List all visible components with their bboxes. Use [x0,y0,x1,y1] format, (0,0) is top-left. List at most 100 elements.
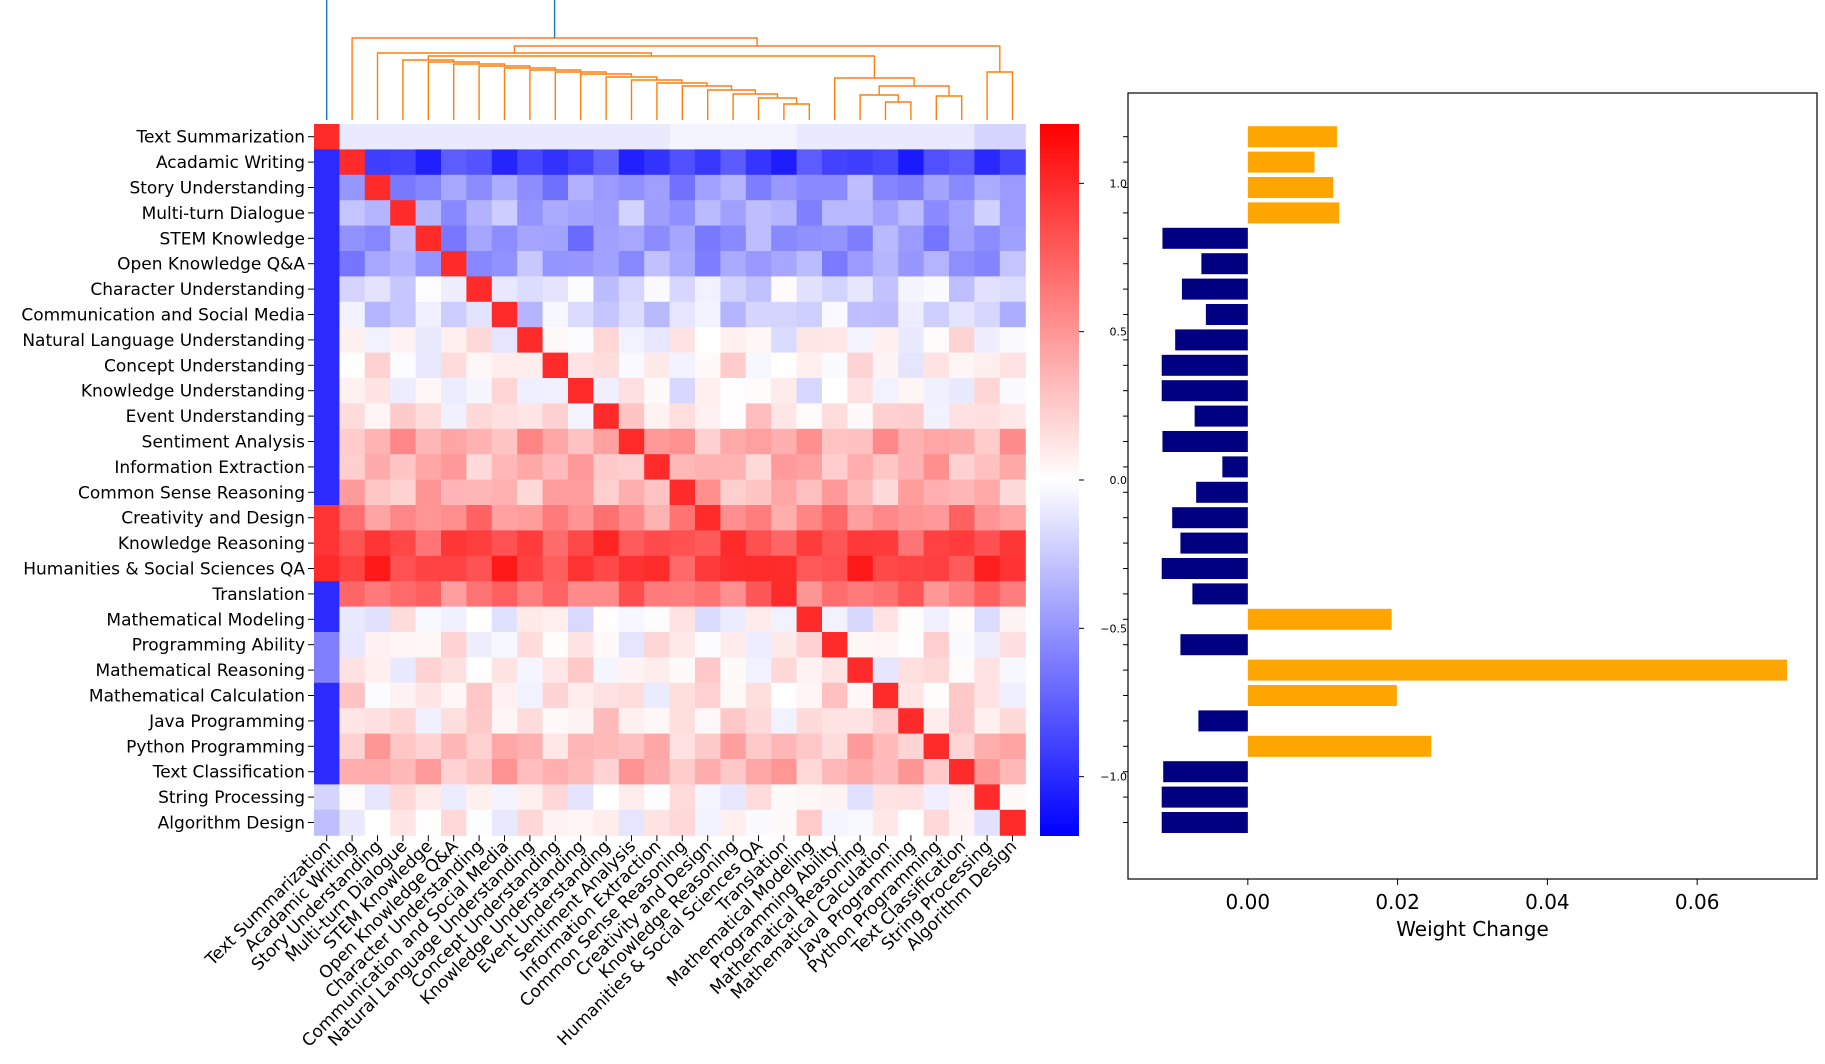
heatmap-cell [695,530,721,557]
heatmap-cell [720,200,747,227]
heatmap-row-label: Sentiment Analysis [142,433,305,453]
heatmap-cell [415,454,442,481]
heatmap-cell [847,378,874,404]
bar [1172,507,1248,529]
heatmap-cell [364,276,391,303]
heatmap-cell [364,327,391,354]
heatmap-cell [593,606,620,633]
heatmap-row-label: Concept Understanding [104,356,305,376]
bar [1247,735,1432,757]
heatmap-cell [771,454,798,481]
heatmap-cell [695,606,721,633]
heatmap-cell [974,632,1001,658]
heatmap-cell [618,809,645,836]
heatmap-cell [466,301,493,328]
heatmap-cell [974,251,1001,277]
heatmap-cell [466,124,493,150]
heatmap-row-label: Open Knowledge Q&A [117,255,305,275]
heatmap-cell [542,200,569,227]
heatmap-cell [898,682,925,709]
heatmap-cell [364,555,391,582]
heatmap-cell [999,378,1026,404]
heatmap-cell [974,505,1001,531]
heatmap-cell [491,632,518,658]
heatmap-cell [720,428,747,455]
heatmap-cell [618,428,645,455]
heatmap-cell [669,174,696,201]
heatmap-cell [796,174,823,201]
heatmap-cell [314,479,340,506]
heatmap-cell [771,555,798,582]
bar-x-tick-label: 0.06 [1675,890,1720,914]
heatmap-row-label: Java Programming [148,712,305,732]
bar [1181,278,1248,300]
heatmap-cell [466,555,493,582]
heatmap-cell [872,352,899,379]
heatmap-cell [720,479,747,506]
heatmap-cell [644,174,671,201]
bar [1222,456,1248,478]
dendrogram-link [884,101,912,120]
heatmap-cell [745,555,772,582]
heatmap-cell [822,301,848,328]
heatmap-cell [542,352,569,379]
heatmap-cell [568,149,594,176]
heatmap-cell [314,505,340,531]
heatmap-cell [847,225,874,252]
heatmap-cell [441,352,467,379]
heatmap-cell [999,759,1026,785]
heatmap-cell [872,378,899,404]
heatmap-cell [644,276,671,303]
heatmap-cell [618,276,645,303]
heatmap-cell [517,149,544,176]
heatmap-cell [720,657,747,684]
bar [1247,202,1340,224]
heatmap-cell [415,200,442,227]
bar [1247,151,1315,173]
heatmap-cell [314,784,340,811]
heatmap-cell [796,555,823,582]
heatmap-cell [542,759,569,785]
heatmap-cell [669,555,696,582]
heatmap-cell [644,403,671,430]
heatmap-cell [847,682,874,709]
heatmap-cell [745,505,772,531]
heatmap-cell [822,505,848,531]
heatmap-cell [720,454,747,481]
heatmap-cell [415,657,442,684]
heatmap-cell [695,505,721,531]
heatmap-row-label: Multi-turn Dialogue [142,204,305,224]
heatmap-cell [491,479,518,506]
heatmap-cell [441,124,467,150]
heatmap-row-label: Algorithm Design [158,814,305,834]
heatmap-cell [695,174,721,201]
heatmap-cell [898,149,925,176]
heatmap-cell [796,606,823,633]
heatmap-cell [618,733,645,760]
heatmap-cell [415,759,442,785]
heatmap-cell [872,606,899,633]
heatmap-cell [542,581,569,608]
heatmap-cell [618,759,645,785]
heatmap-cell [695,225,721,252]
heatmap-cell [568,759,594,785]
heatmap-cell [669,149,696,176]
heatmap-cell [822,809,848,836]
heatmap-cell [847,759,874,785]
heatmap-cell [999,555,1026,582]
heatmap-cell [314,124,340,150]
heatmap-cell [898,708,925,735]
heatmap-cell [644,251,671,277]
dendrogram [326,0,1014,120]
heatmap-cell [771,530,798,557]
heatmap-cell [771,124,798,150]
heatmap-cell [999,403,1026,430]
dendrogram-link [681,85,733,120]
heatmap-row-label: Creativity and Design [121,509,305,529]
colorbar-tick-label: 0.0 [1110,474,1128,487]
heatmap-cell [618,225,645,252]
heatmap-cell [669,352,696,379]
heatmap-cell [415,378,442,404]
heatmap-cell [898,276,925,303]
heatmap-cell [568,276,594,303]
